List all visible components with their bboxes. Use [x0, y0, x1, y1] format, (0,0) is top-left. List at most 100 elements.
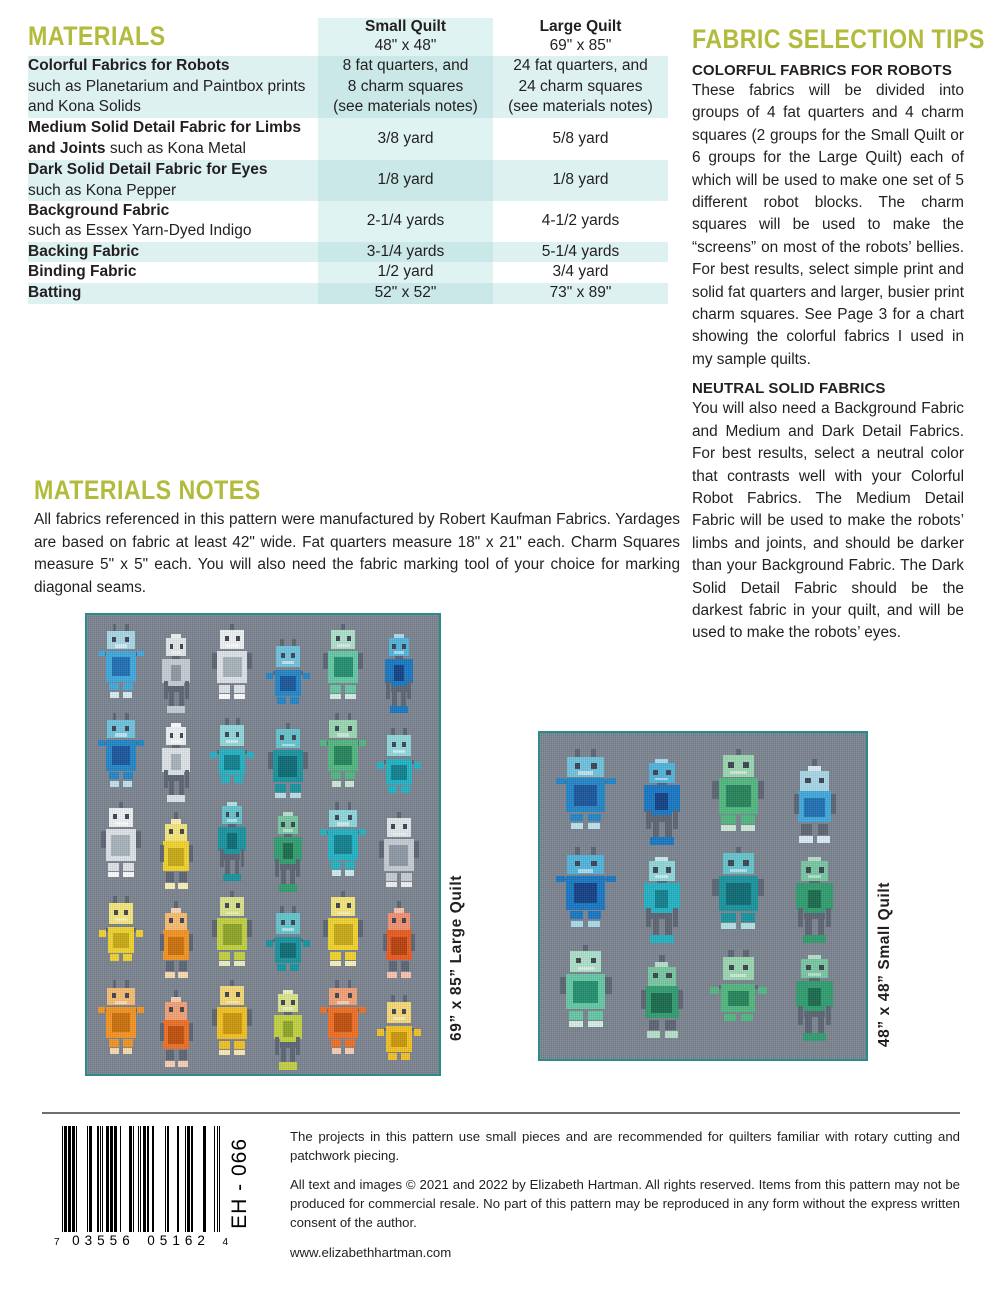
robot-patch [227, 802, 237, 807]
robot-patch [334, 746, 353, 765]
robot-patch [571, 921, 583, 928]
robot-patch [125, 637, 130, 642]
tips-heading-neutral-fabrics: NEUTRAL SOLID FABRICS [692, 380, 886, 398]
robot-patch [345, 951, 357, 960]
robot-patch [188, 1022, 193, 1041]
robot-patch [282, 829, 293, 832]
robot-block [263, 634, 313, 715]
robot-patch [386, 734, 411, 756]
robot-patch [811, 759, 818, 768]
robot-patch [278, 884, 297, 892]
robot-patch [571, 823, 583, 830]
robot-patch [807, 890, 821, 908]
robot-patch [643, 883, 652, 910]
robot-patch [108, 683, 119, 691]
robot-patch [730, 973, 746, 978]
robot-patch [112, 713, 117, 721]
robot-patch [122, 862, 134, 871]
row-label-cell: Background Fabric such as Essex Yarn-Dyed… [28, 201, 318, 242]
robot-patch [178, 971, 189, 979]
robot-patch [653, 867, 658, 873]
robot-patch [655, 875, 669, 878]
robot-patch [335, 636, 340, 642]
robot-patch [569, 951, 602, 973]
robot-patch [577, 966, 595, 970]
row-label-cell: Backing Fabric [28, 242, 318, 263]
robot-patch [184, 658, 191, 683]
robot-block [782, 759, 847, 847]
value-line: 5-1/4 yards [541, 242, 620, 260]
robot-patch [275, 645, 300, 667]
robot-patch [107, 862, 119, 871]
small-quilt-size: 48" x 48" [374, 36, 437, 54]
robot-patch [727, 990, 749, 1007]
robot-patch [125, 980, 129, 988]
row-label-cell: Batting [28, 283, 318, 304]
robot-patch [358, 920, 364, 937]
robot-patch [240, 849, 245, 867]
robot-patch [391, 918, 396, 924]
robot-patch [291, 735, 296, 741]
row-label-note: such as Kona Metal [105, 139, 246, 157]
robot-patch [279, 943, 296, 958]
robot-patch [164, 882, 175, 890]
robot-patch [280, 652, 285, 658]
robot-patch [178, 1060, 189, 1068]
robot-patch [721, 913, 736, 922]
robot-patch [219, 1040, 230, 1050]
row-label-cell: Binding Fabric [28, 262, 318, 283]
robot-patch [807, 766, 821, 772]
robot-patch [225, 859, 230, 876]
robot-patch [184, 747, 191, 772]
robot-patch [402, 824, 407, 830]
robot-patch [226, 644, 239, 647]
large-quilt-value: 3/4 yard [493, 262, 668, 283]
robot-patch [164, 1060, 175, 1068]
robot-patch [390, 1032, 407, 1047]
robot-patch [817, 835, 831, 843]
robot-patch [240, 826, 246, 851]
robot-patch [333, 924, 353, 945]
robot-patch [212, 920, 217, 937]
robot-block [96, 802, 146, 883]
robot-patch [591, 861, 597, 867]
robot-patch [114, 733, 127, 737]
robot-patch [728, 860, 734, 866]
robot-patch [588, 911, 602, 920]
robot-patch [230, 980, 234, 986]
robot-patch [114, 917, 127, 922]
row-sublabel: such as Planetarium and Paintbox prints … [28, 78, 306, 116]
robot-patch [282, 1007, 293, 1010]
robot-patch [651, 815, 673, 822]
robot-patch [391, 728, 396, 735]
robot-patch [168, 847, 185, 866]
robot-patch [391, 741, 396, 747]
robot-patch [382, 933, 387, 952]
robot-patch [391, 1009, 396, 1014]
robot-patch [109, 1048, 119, 1054]
robot-patch [224, 636, 229, 642]
robot-patch [112, 637, 117, 642]
robot-patch [280, 906, 285, 913]
robot-patch [740, 824, 756, 832]
tips-title: FABRIC SELECTION TIPS [692, 24, 985, 54]
robot-patch [730, 771, 748, 774]
robot-patch [247, 1009, 252, 1026]
robot-patch [331, 629, 356, 650]
robot-patch [166, 961, 175, 971]
robot-block [553, 944, 618, 1033]
barcode-digits: 7 03556 05162 4 [54, 1233, 228, 1248]
robot-patch [722, 853, 754, 875]
robot-patch [655, 792, 669, 811]
robot-patch [224, 755, 240, 770]
robot-patch [335, 713, 339, 721]
materials-table: MATERIALS Small Quilt 48" x 48" Large Qu… [28, 18, 668, 304]
robot-patch [273, 836, 280, 861]
robot-patch [302, 940, 310, 947]
robot-patch [804, 797, 825, 818]
robot-patch [220, 724, 244, 746]
robot-patch [574, 763, 580, 769]
robot-patch [225, 731, 229, 737]
robot-patch [723, 1013, 736, 1021]
large-quilt-value: 1/8 yard [493, 160, 668, 201]
